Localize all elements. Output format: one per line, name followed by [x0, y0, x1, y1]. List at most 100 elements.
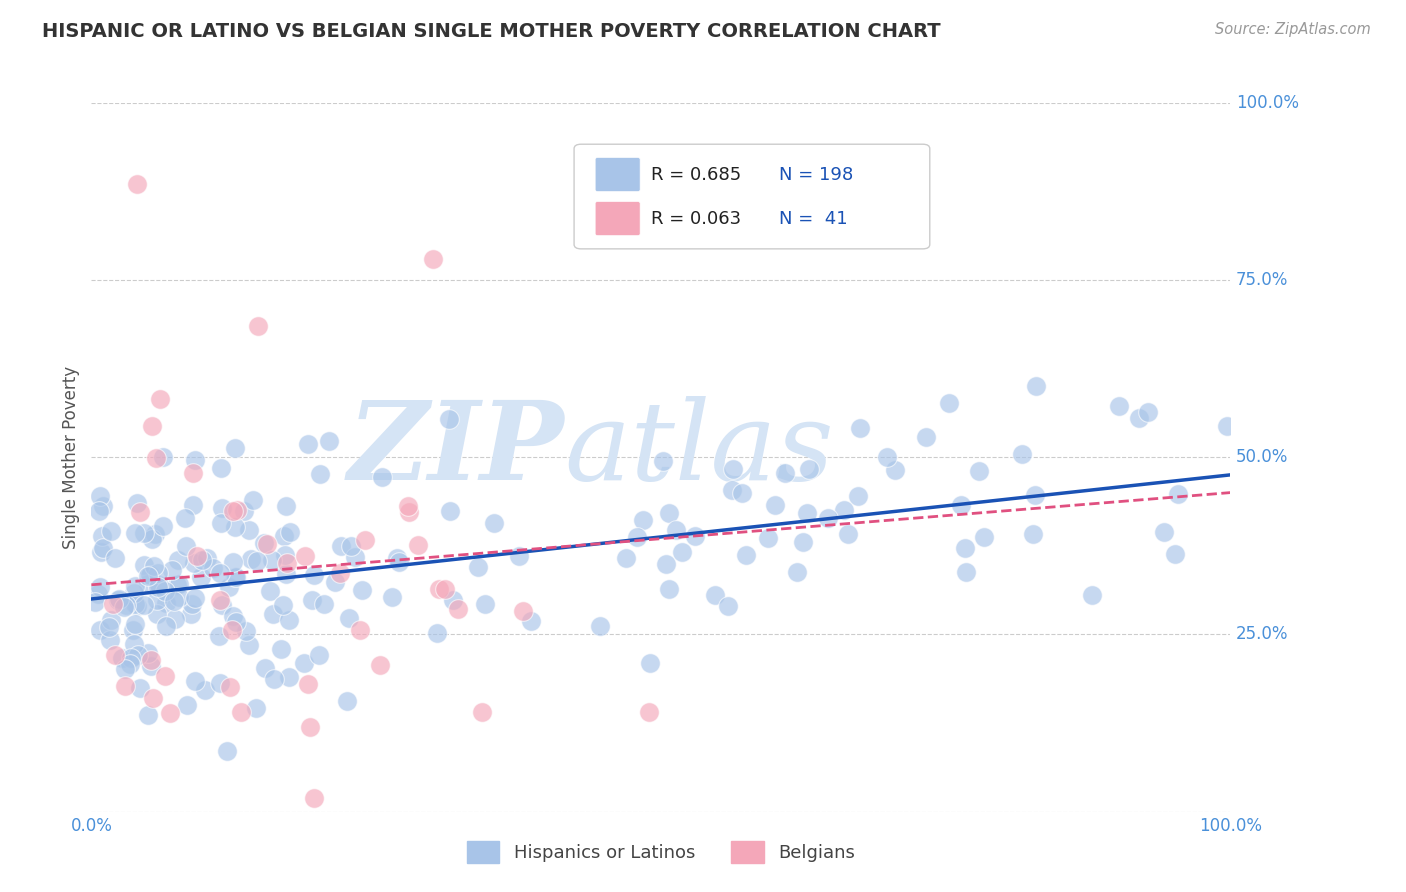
- Point: [211, 598, 233, 612]
- Point: [330, 539, 353, 553]
- Point: [775, 466, 797, 480]
- Point: [638, 706, 661, 720]
- Point: [127, 496, 149, 510]
- Point: [143, 527, 166, 541]
- Point: [655, 558, 678, 572]
- Point: [1137, 405, 1160, 419]
- Point: [125, 599, 148, 614]
- Point: [242, 493, 264, 508]
- Point: [1021, 527, 1043, 541]
- Point: [167, 591, 190, 605]
- Point: [221, 624, 243, 638]
- Point: [90, 545, 112, 559]
- Point: [233, 504, 256, 518]
- Point: [152, 519, 174, 533]
- Point: [136, 708, 159, 723]
- Point: [174, 511, 197, 525]
- Text: N = 198: N = 198: [779, 166, 853, 184]
- Point: [184, 591, 207, 605]
- Text: 25.0%: 25.0%: [1236, 625, 1288, 643]
- Point: [167, 577, 190, 591]
- Point: [651, 454, 673, 468]
- Point: [142, 558, 165, 573]
- Point: [297, 677, 319, 691]
- Point: [406, 538, 429, 552]
- Point: [263, 673, 285, 687]
- Point: [114, 679, 136, 693]
- Point: [89, 580, 111, 594]
- Point: [314, 598, 336, 612]
- Point: [1153, 524, 1175, 539]
- Point: [792, 534, 814, 549]
- Point: [1108, 400, 1130, 414]
- Point: [433, 582, 456, 596]
- Point: [337, 611, 360, 625]
- Point: [323, 574, 346, 589]
- Point: [309, 467, 332, 482]
- Point: [246, 318, 269, 333]
- Point: [152, 450, 174, 464]
- Point: [104, 648, 127, 663]
- Point: [208, 593, 231, 607]
- Point: [471, 706, 494, 720]
- Point: [512, 604, 534, 618]
- Point: [274, 548, 297, 562]
- Point: [385, 551, 408, 566]
- Point: [278, 524, 301, 539]
- Point: [683, 529, 706, 543]
- Point: [124, 597, 146, 611]
- Point: [184, 673, 207, 688]
- Point: [208, 676, 231, 690]
- Point: [849, 421, 872, 435]
- Point: [640, 656, 662, 670]
- Point: [318, 434, 340, 448]
- Point: [114, 662, 136, 676]
- Point: [837, 527, 859, 541]
- Point: [343, 549, 366, 564]
- Point: [127, 648, 149, 662]
- Point: [273, 529, 295, 543]
- Point: [115, 598, 138, 612]
- Point: [122, 637, 145, 651]
- Point: [884, 463, 907, 477]
- Point: [148, 566, 170, 580]
- Point: [146, 607, 169, 621]
- Point: [308, 648, 330, 663]
- Point: [262, 607, 284, 622]
- Point: [226, 503, 249, 517]
- Point: [146, 593, 169, 607]
- Point: [329, 566, 352, 581]
- Point: [209, 516, 232, 531]
- Point: [950, 499, 973, 513]
- Point: [124, 585, 146, 599]
- Point: [148, 578, 170, 592]
- Point: [155, 583, 177, 598]
- Point: [98, 620, 121, 634]
- Point: [832, 503, 855, 517]
- Point: [132, 525, 155, 540]
- Point: [353, 533, 375, 548]
- Point: [174, 539, 197, 553]
- Point: [111, 650, 134, 665]
- Point: [796, 506, 818, 520]
- Point: [721, 461, 744, 475]
- Point: [183, 556, 205, 570]
- Point: [474, 598, 496, 612]
- Point: [159, 706, 181, 720]
- Point: [218, 580, 240, 594]
- Point: [252, 536, 274, 550]
- Point: [1081, 588, 1104, 602]
- Y-axis label: Single Mother Poverty: Single Mother Poverty: [62, 366, 80, 549]
- Point: [229, 705, 252, 719]
- Point: [245, 701, 267, 715]
- Point: [817, 511, 839, 525]
- Point: [181, 597, 204, 611]
- Point: [136, 646, 159, 660]
- Point: [973, 530, 995, 544]
- Point: [217, 744, 239, 758]
- Point: [125, 177, 148, 191]
- Point: [163, 593, 186, 607]
- Point: [274, 500, 297, 514]
- Point: [103, 551, 125, 566]
- Point: [336, 693, 359, 707]
